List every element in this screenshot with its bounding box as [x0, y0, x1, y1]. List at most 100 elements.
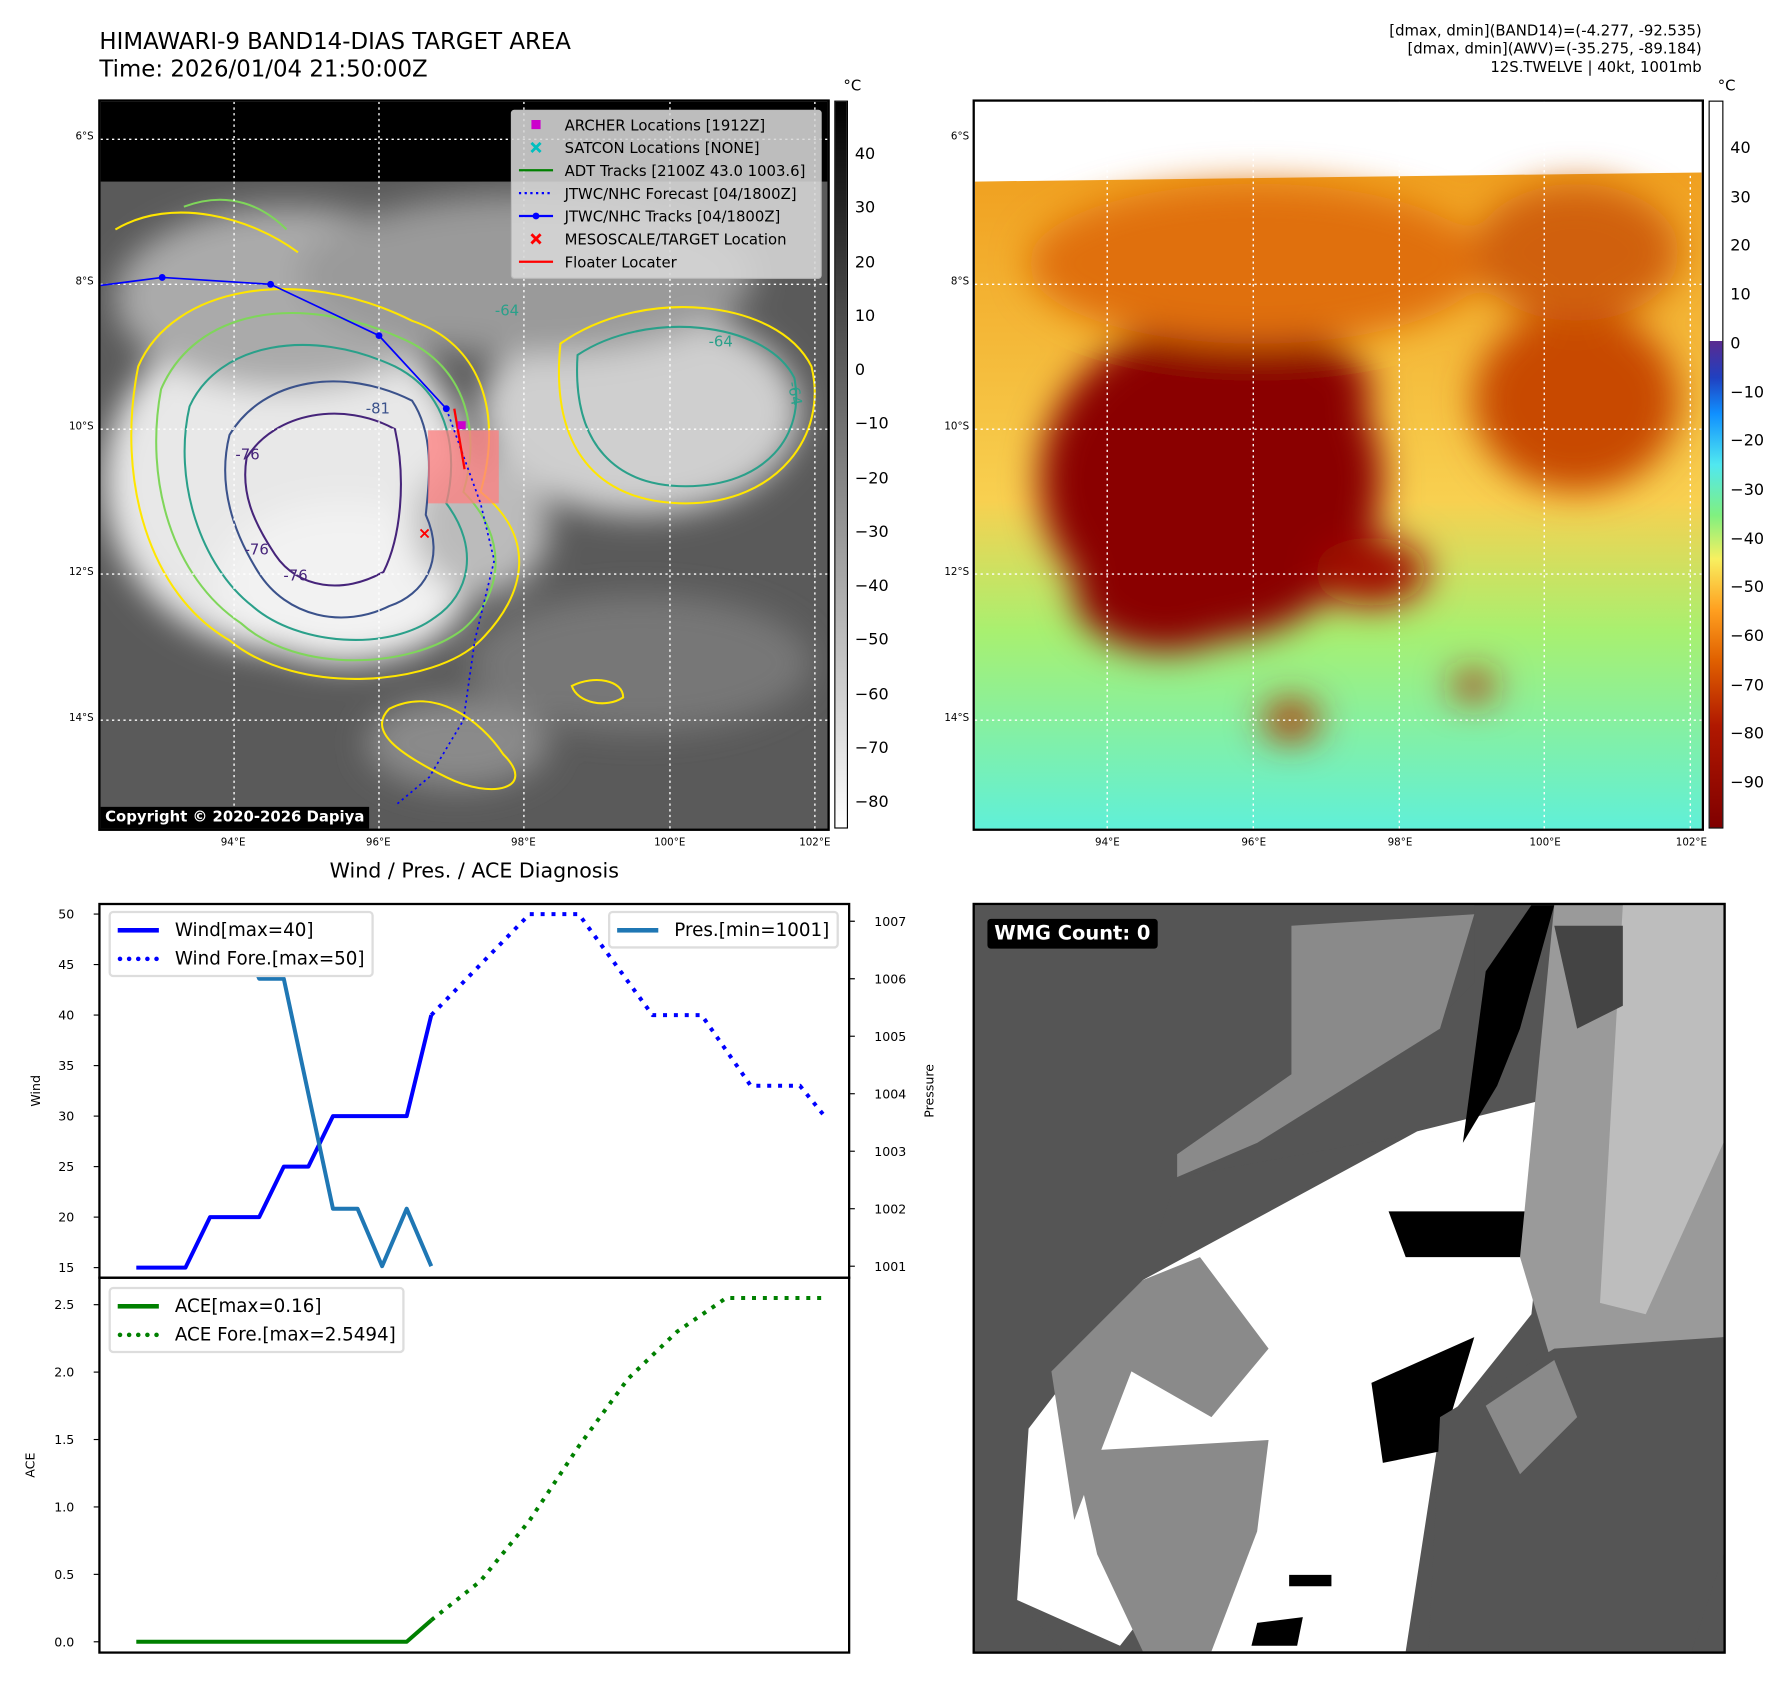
line-icon [518, 163, 554, 180]
y-tick-label: 1003 [874, 1144, 906, 1159]
awv-colorbar [1708, 100, 1724, 829]
map-legend: ARCHER Locations [1912Z] SATCON Locations… [510, 109, 822, 279]
ace-legend: ACE[max=0.16] ACE Fore.[max=2.5494] [108, 1286, 405, 1354]
ir-colorbar [834, 100, 848, 829]
colorbar-tick-label: −50 [854, 631, 889, 650]
windline [136, 1014, 434, 1270]
archer-marker [457, 421, 466, 430]
lat-tick-label: 14°S [68, 713, 94, 725]
contour-label: -81 [365, 401, 390, 419]
lon-tick-label: 94°E [220, 837, 246, 850]
diagnosis-chart: 15 20 25 30 35 40 45 50 1001 1002 1003 1004 1005 1006… [22, 902, 937, 1654]
lat-tick-label: 6°S [75, 131, 94, 143]
storm-info: 12S.TWELVE | 40kt, 1001mb [1490, 59, 1702, 77]
wind-axis-label: Wind [28, 1075, 43, 1107]
y-tick-label: 1006 [874, 971, 906, 986]
legend-swatch [617, 927, 659, 932]
awv-imagery [974, 101, 1702, 829]
colorbar-tick-label: 40 [854, 145, 876, 164]
band14-range: [dmax, dmin](BAND14)=(-4.277, -92.535) [1389, 22, 1702, 40]
wind-fore-line [429, 912, 827, 1118]
colorbar-tick-label: −50 [1730, 578, 1765, 597]
gridlines [974, 101, 1702, 829]
lat-tick-label: 10°S [944, 421, 970, 434]
legend-label: Pres.[min=1001] [674, 918, 830, 941]
colorbar-tick-label: 30 [854, 199, 876, 218]
lon-tick-label: 94°E [1095, 837, 1120, 850]
colorbar-tick-label: −60 [1730, 627, 1765, 646]
y-tick-label: 1.5 [54, 1432, 74, 1447]
pressure-legend: Pres.[min=1001] [607, 910, 839, 949]
contour-label: -76 [235, 446, 260, 464]
colorbar-tick-label: 10 [1730, 285, 1751, 305]
legend-label: MESOSCALE/TARGET Location [564, 231, 787, 249]
lon-tick-label: 102°E [1675, 837, 1708, 850]
legend-label: ACE[max=0.16] [174, 1294, 322, 1317]
y-tick-label: 1001 [874, 1259, 906, 1274]
legend-swatch [117, 927, 159, 932]
aceline [136, 1618, 433, 1644]
legend-label: SATCON Locations [NONE] [564, 139, 760, 158]
lon-tick-label: 96°E [1241, 837, 1267, 850]
colorbar-tick-label: −20 [854, 469, 889, 488]
legend-label: ACE Fore.[max=2.5494] [174, 1323, 396, 1346]
colorbar-tick-label: 10 [854, 307, 876, 326]
chart-title: Wind / Pres. / ACE Diagnosis [329, 859, 619, 884]
colorbar-tick-label: −70 [1730, 676, 1765, 695]
pressure-axis-label: Pressure [922, 1064, 937, 1118]
legend-item: Floater Locater [518, 251, 814, 274]
y-tick-label: 2.5 [54, 1297, 74, 1312]
legend-swatch [117, 1303, 159, 1308]
line-dot-icon [518, 209, 554, 226]
time-line: Time: 2026/01/04 21:50:00Z [99, 54, 428, 83]
y-tick-label: 1002 [874, 1201, 906, 1216]
line-icon [518, 254, 554, 271]
colorbar-tick-label: −40 [1730, 529, 1765, 549]
contour-label: -64 [494, 302, 520, 320]
info-block: [dmax, dmin](BAND14)=(-4.277, -92.535) [… [1389, 23, 1701, 78]
legend-item: SATCON Locations [NONE] [519, 137, 814, 160]
legend-item: MESOSCALE/TARGET Location [519, 229, 814, 252]
x-marker-icon [519, 231, 553, 248]
y-tick-label: 1005 [874, 1029, 906, 1044]
legend-label: JTWC/NHC Tracks [04/1800Z] [564, 208, 781, 226]
colorbar-tick-label: −60 [854, 685, 889, 704]
colorbar-tick-label: −30 [1730, 481, 1765, 500]
colorbar-tick-label: −40 [854, 577, 889, 596]
y-tick-label: 30 [58, 1109, 74, 1124]
lon-tick-label: 96°E [365, 837, 391, 850]
copyright: Copyright © 2020-2026 Dapiya [100, 806, 369, 829]
legend-item: JTWC/NHC Forecast [04/1800Z] [518, 183, 814, 206]
legend-label: Wind Fore.[max=50] [174, 947, 365, 970]
lon-tick-label: 100°E [1529, 837, 1561, 850]
colorbar-tick-label: 20 [854, 253, 876, 272]
ace-fore-line [430, 1295, 825, 1622]
legend-swatch [117, 1331, 159, 1337]
target-marker: × [418, 524, 431, 543]
y-tick-label: 50 [58, 907, 74, 922]
colorbar-tick-label: −90 [1730, 773, 1765, 793]
ace-axes-frame [98, 1276, 851, 1654]
legend-label: Wind[max=40] [174, 918, 314, 941]
colorbar-unit: °C [1717, 77, 1736, 95]
contours [114, 198, 816, 791]
legend-item: ARCHER Locations [1912Z] [519, 114, 814, 137]
y-tick-label: 2.0 [54, 1365, 74, 1380]
wmg-panel: WMG Count: 0 [972, 902, 1726, 1654]
legend-item: ADT Tracks [2100Z 43.0 1003.6] [518, 160, 814, 183]
legend-label: ARCHER Locations [1912Z] [564, 117, 766, 135]
y-tick-label: 45 [58, 957, 74, 972]
contour-label: -64 [708, 333, 733, 351]
colorbar-unit: °C [843, 77, 862, 95]
lon-tick-label: 98°E [1387, 837, 1413, 850]
y-tick-label: 35 [58, 1058, 74, 1073]
lon-tick-label: 98°E [511, 837, 536, 850]
y-tick-label: 1004 [874, 1086, 906, 1101]
y-tick-label: 1.0 [54, 1500, 74, 1515]
colorbar-tick-label: −10 [1730, 383, 1765, 402]
floater-locater [453, 408, 466, 470]
lat-tick-label: 14°S [944, 713, 970, 725]
legend-label: JTWC/NHC Forecast [04/1800Z] [564, 185, 797, 203]
figure-title: HIMAWARI-9 BAND14-DIAS TARGET AREA Time:… [99, 27, 570, 82]
